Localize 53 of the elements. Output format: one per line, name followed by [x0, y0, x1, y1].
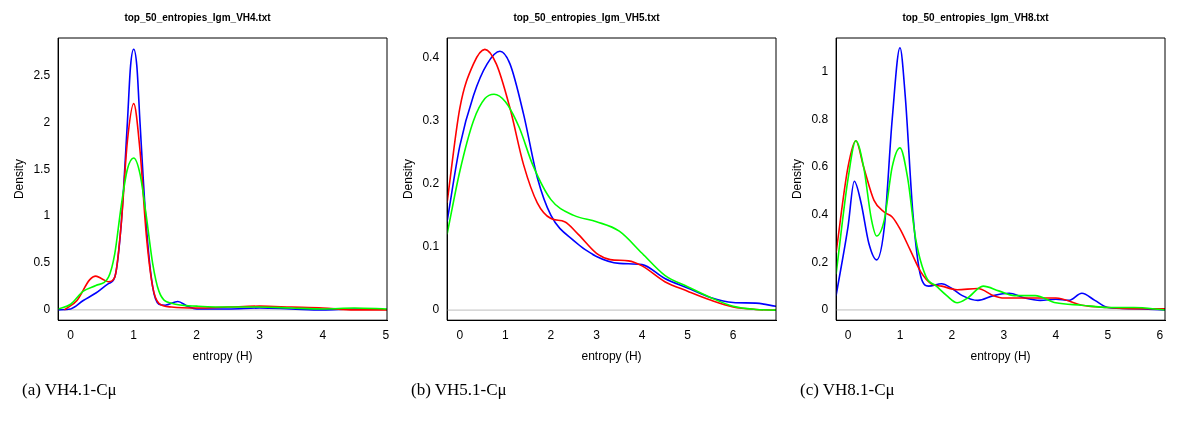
x-tick-label: 5	[382, 327, 390, 342]
line-series	[58, 157, 387, 310]
line-series	[63, 102, 387, 311]
x-tick-label: 0	[456, 327, 464, 342]
x-axis-title: entropy (H)	[581, 349, 642, 364]
x-tick-label: 2	[948, 327, 956, 342]
x-tick-label: 6	[729, 327, 737, 342]
y-tick-label: 0.5	[33, 255, 51, 270]
x-tick-label: 2	[193, 327, 201, 342]
x-tick-label: 3	[256, 327, 264, 342]
x-tick-label: 5	[1104, 327, 1112, 342]
line-series	[447, 93, 776, 311]
x-tick-label: 1	[896, 327, 904, 342]
text: (c) VH8.1-Cμ	[799, 380, 896, 400]
x-tick-label: 4	[319, 327, 327, 342]
y-tick-label: 0	[821, 302, 829, 317]
y-tick-label: 0.2	[422, 176, 440, 191]
chart-title: top_50_entropies_Igm_VH4.txt	[124, 11, 272, 23]
y-tick-label: 0.3	[422, 113, 440, 128]
y-tick-label: 0.1	[422, 239, 440, 254]
y-axis-title: Density	[789, 159, 804, 200]
y-tick-label: 0.8	[811, 111, 829, 126]
y-tick-label: 1	[821, 63, 829, 78]
x-tick-label: 5	[684, 327, 692, 342]
x-tick-label: 4	[638, 327, 646, 342]
y-tick-label: 0	[432, 302, 440, 317]
text: (a) VH4.1-Cμ	[21, 380, 118, 400]
y-tick-label: 0.4	[422, 49, 440, 64]
y-tick-label: 2	[43, 114, 51, 129]
y-tick-label: 1	[43, 208, 51, 223]
x-tick-label: 0	[844, 327, 852, 342]
y-tick-label: 0	[43, 302, 51, 317]
x-tick-label: 1	[130, 327, 138, 342]
y-tick-label: 2.5	[33, 67, 51, 82]
y-tick-label: 0.6	[811, 159, 829, 174]
y-tick-label: 0.2	[811, 254, 829, 269]
chart-title: top_50_entropies_Igm_VH8.txt	[902, 11, 1050, 23]
x-tick-label: 4	[1052, 327, 1060, 342]
x-tick-label: 1	[502, 327, 510, 342]
y-tick-label: 1.5	[33, 161, 51, 176]
y-axis-title: Density	[400, 159, 415, 200]
x-tick-label: 3	[593, 327, 601, 342]
x-tick-label: 2	[547, 327, 555, 342]
x-axis-title: entropy (H)	[970, 349, 1031, 364]
chart-title: top_50_entropies_Igm_VH5.txt	[513, 11, 661, 23]
text: (b) VH5.1-Cμ	[410, 380, 508, 400]
y-tick-label: 0.4	[811, 206, 829, 221]
x-tick-label: 0	[67, 327, 75, 342]
y-axis-title: Density	[11, 159, 26, 200]
x-axis-title: entropy (H)	[192, 349, 253, 364]
line-series	[836, 46, 1165, 311]
x-tick-label: 3	[1000, 327, 1008, 342]
x-tick-label: 6	[1156, 327, 1164, 342]
